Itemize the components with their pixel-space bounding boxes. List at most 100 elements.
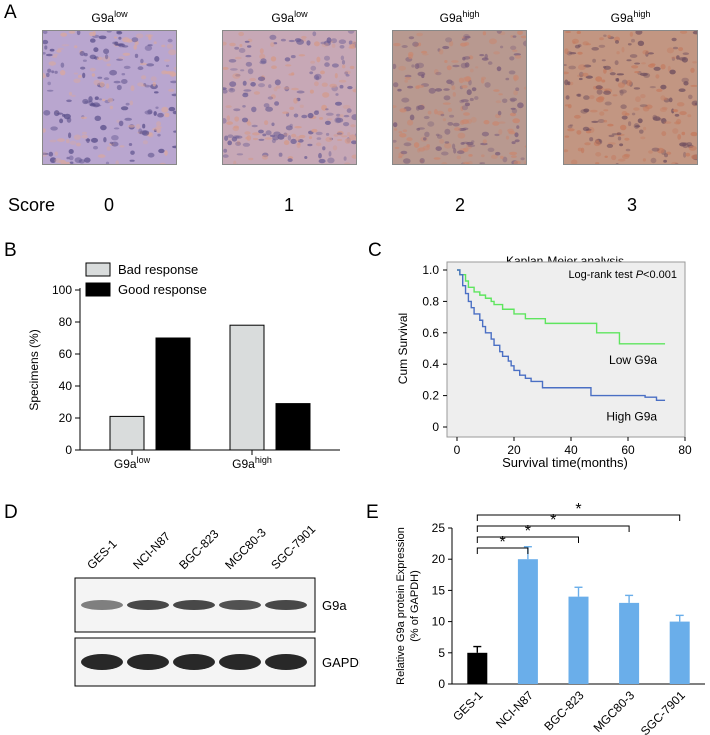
cell-nucleus (166, 43, 173, 49)
blot-band (81, 600, 123, 610)
cell-nucleus (150, 76, 157, 82)
cell-nucleus (351, 114, 356, 121)
cell-nucleus (347, 132, 351, 137)
cell-nucleus (619, 143, 624, 147)
cell-nucleus (334, 117, 342, 124)
cell-nucleus (258, 83, 265, 88)
cell-nucleus (461, 105, 468, 111)
cell-nucleus (115, 160, 119, 164)
cell-nucleus (452, 64, 460, 68)
cell-nucleus (343, 156, 347, 161)
cell-nucleus (595, 152, 602, 157)
cell-nucleus (443, 88, 450, 91)
cell-nucleus (277, 133, 285, 140)
cell-nucleus (648, 150, 653, 154)
cell-nucleus (311, 128, 318, 133)
cell-nucleus (582, 41, 589, 46)
cell-nucleus (446, 79, 453, 85)
cell-nucleus (49, 157, 57, 163)
cell-nucleus (483, 120, 490, 125)
cell-nucleus (464, 35, 471, 39)
cell-nucleus (62, 113, 66, 117)
lane-label: MGC80-3 (222, 525, 269, 572)
cell-nucleus (341, 135, 348, 138)
cell-nucleus (656, 147, 665, 154)
cell-nucleus (91, 73, 96, 77)
bar (275, 403, 311, 451)
cell-nucleus (82, 72, 86, 79)
cell-nucleus (484, 53, 488, 60)
cell-nucleus (270, 42, 275, 47)
cell-nucleus (524, 160, 526, 164)
cell-nucleus (444, 128, 451, 135)
cell-nucleus (46, 72, 50, 78)
cell-nucleus (44, 45, 48, 50)
cell-nucleus (469, 97, 474, 102)
y-tick-label: 40 (59, 379, 73, 393)
cell-nucleus (643, 126, 647, 131)
cell-nucleus (690, 84, 697, 87)
cell-nucleus (164, 112, 170, 118)
cell-nucleus (247, 45, 252, 48)
x-tick-label: GES-1 (450, 688, 486, 724)
cell-nucleus (271, 65, 277, 69)
cell-nucleus (142, 140, 148, 145)
cell-nucleus (111, 135, 119, 141)
cell-nucleus (691, 100, 697, 106)
cell-nucleus (243, 89, 252, 92)
cell-nucleus (66, 156, 70, 160)
cell-nucleus (88, 31, 96, 37)
cell-nucleus (238, 48, 246, 53)
cell-nucleus (492, 121, 500, 126)
bar (669, 621, 690, 684)
cell-nucleus (513, 53, 521, 56)
cell-nucleus (653, 66, 661, 71)
cell-nucleus (109, 105, 114, 110)
cell-nucleus (98, 35, 107, 40)
cell-nucleus (137, 66, 144, 71)
cell-nucleus (393, 122, 398, 128)
cell-nucleus (466, 89, 472, 96)
cell-nucleus (513, 74, 519, 81)
cell-nucleus (633, 87, 641, 90)
cell-nucleus (119, 164, 125, 165)
cell-nucleus (682, 52, 689, 55)
cell-nucleus (449, 114, 455, 118)
cell-nucleus (677, 134, 682, 140)
cell-nucleus (245, 61, 253, 67)
score-value: 1 (284, 195, 295, 215)
cell-nucleus (247, 68, 254, 75)
x-tick-label: 0 (454, 443, 461, 457)
cell-nucleus (172, 145, 176, 149)
cell-nucleus (672, 109, 678, 112)
cell-nucleus (336, 130, 344, 136)
cell-nucleus (114, 36, 118, 39)
cell-nucleus (597, 96, 605, 101)
cell-nucleus (116, 58, 123, 61)
cell-nucleus (619, 89, 627, 94)
x-tick-label: NCI-N87 (493, 688, 536, 731)
cell-nucleus (111, 141, 119, 147)
cell-nucleus (347, 86, 353, 90)
cell-nucleus (73, 78, 81, 84)
y-tick-label: 20 (432, 552, 446, 566)
cell-nucleus (603, 109, 609, 112)
cell-nucleus (399, 133, 407, 138)
y-axis-label: (% of GAPDH) (409, 570, 421, 642)
cell-nucleus (663, 97, 668, 101)
cell-nucleus (271, 122, 275, 127)
cell-nucleus (462, 127, 469, 131)
cell-nucleus (288, 39, 295, 43)
cell-nucleus (336, 132, 343, 135)
cell-nucleus (401, 97, 410, 103)
cell-nucleus (68, 149, 74, 154)
blot-band (219, 654, 261, 670)
cell-nucleus (625, 148, 631, 152)
cell-nucleus (493, 51, 500, 55)
cell-nucleus (301, 35, 307, 39)
bar-chart-expression: 0 5 10 15 20 25 Relative G9a protein Expressio… (395, 501, 705, 735)
cell-nucleus (133, 44, 137, 50)
cell-nucleus (164, 150, 168, 156)
cell-nucleus (53, 53, 59, 56)
cell-nucleus (231, 136, 238, 142)
